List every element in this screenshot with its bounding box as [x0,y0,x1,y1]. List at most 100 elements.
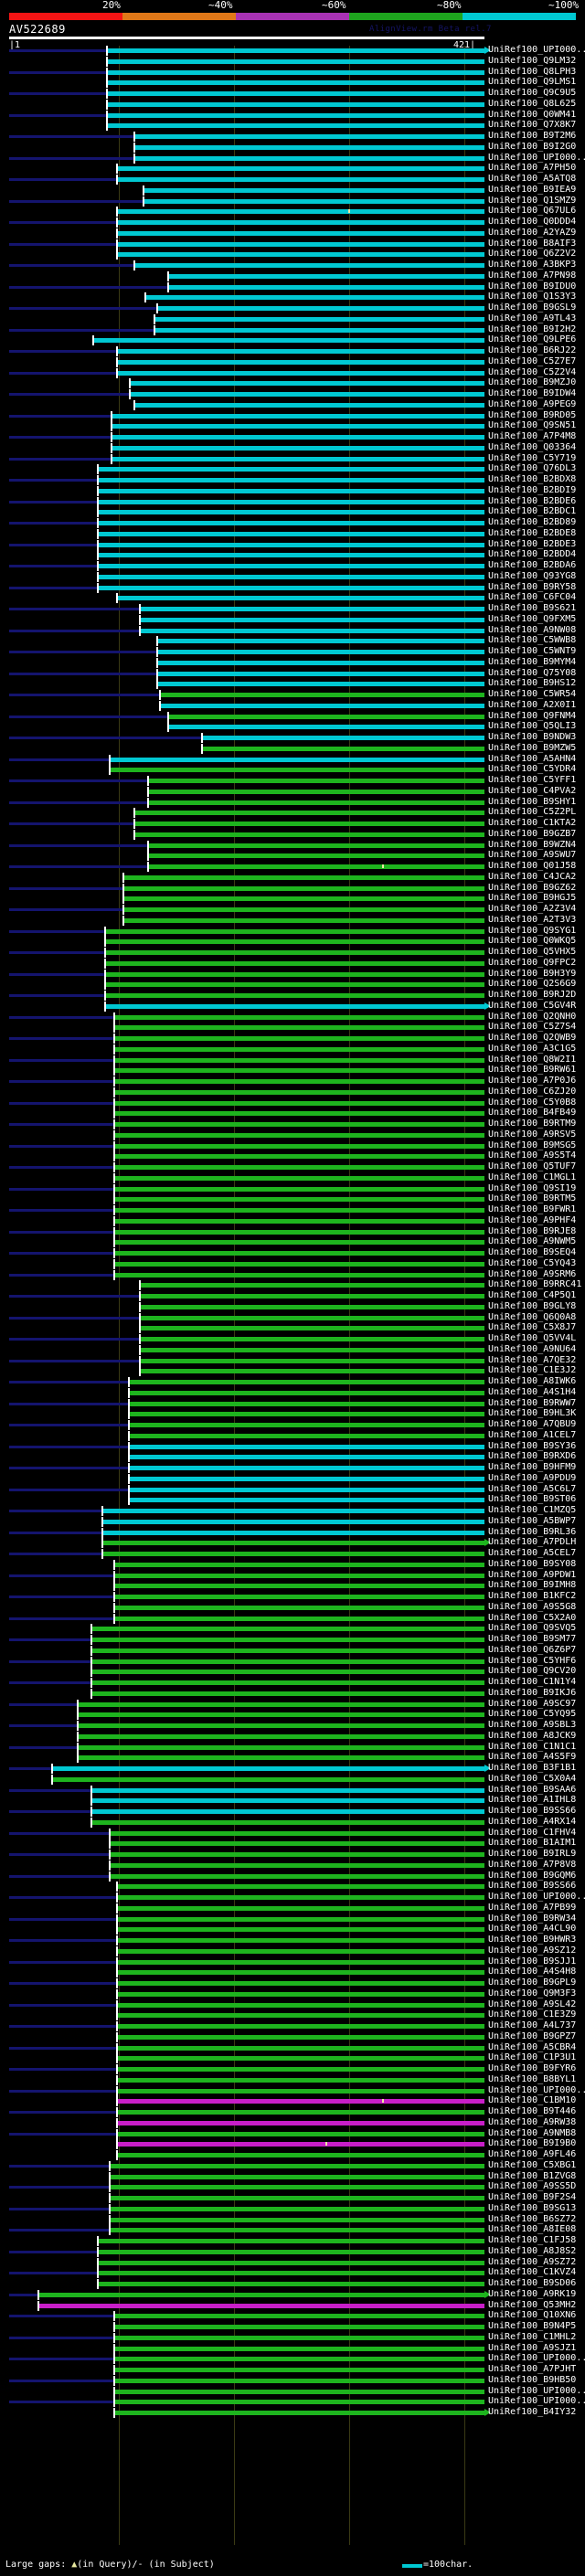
hsp-bar[interactable] [108,101,484,107]
hit-label[interactable]: UniRef100_C5YFF1 [488,775,577,785]
hsp-bar[interactable] [110,757,484,762]
table-row[interactable]: UniRef100_A9RK19 [0,2289,585,2301]
hit-label[interactable]: UniRef100_B2BDA6 [488,560,577,570]
table-row[interactable]: UniRef100_B9HFM9 [0,1462,585,1474]
hit-label[interactable]: UniRef100_C6FC04 [488,592,577,603]
hsp-bar[interactable] [118,2077,484,2083]
hsp-bar[interactable] [129,1498,484,1503]
hit-label[interactable]: UniRef100_A9TL43 [488,313,577,323]
hsp-bar[interactable] [79,1733,484,1739]
table-row[interactable]: UniRef100_A7P0J6 [0,1076,585,1087]
hit-label[interactable]: UniRef100_Q9CV20 [488,1666,577,1677]
hit-label[interactable]: UniRef100_A8IWK6 [488,1376,577,1386]
hsp-bar[interactable] [99,531,484,536]
hsp-bar[interactable] [99,585,484,590]
table-row[interactable]: UniRef100_A4L737 [0,2020,585,2032]
table-row[interactable]: UniRef100_B9SS66 [0,1881,585,1892]
hit-label[interactable]: UniRef100_C5GV4R [488,1000,577,1011]
table-row[interactable]: UniRef100_A7PDLH [0,1537,585,1549]
hit-label[interactable]: UniRef100_A9SWU7 [488,850,577,861]
hit-label[interactable]: UniRef100_A7P4M8 [488,431,577,441]
hit-label[interactable]: UniRef100_C5Z2V4 [488,366,577,377]
hsp-bar[interactable] [168,273,484,279]
hsp-bar[interactable] [91,1787,484,1793]
hsp-bar[interactable] [110,2217,484,2222]
table-row[interactable]: UniRef100_A9SZ12 [0,1945,585,1957]
table-row[interactable]: UniRef100_A8JCK9 [0,1731,585,1743]
table-row[interactable]: UniRef100_B9SS66 [0,1806,585,1818]
table-row[interactable]: UniRef100_B9RJ2D [0,990,585,1002]
hsp-bar[interactable] [103,1519,484,1524]
hsp-bar[interactable] [157,306,484,311]
table-row[interactable]: UniRef100_UPI000.. [0,2353,585,2365]
table-row[interactable]: UniRef100_B9S621 [0,603,585,615]
hit-label[interactable]: UniRef100_C1BM10 [488,2095,577,2106]
hsp-bar[interactable] [129,1455,484,1460]
hit-label[interactable]: UniRef100_C4PVA2 [488,785,577,796]
table-row[interactable]: UniRef100_C5XBG1 [0,2160,585,2172]
hsp-bar[interactable] [118,220,484,225]
table-row[interactable]: UniRef100_UPI000.. [0,152,585,164]
hsp-bar[interactable] [118,2099,484,2104]
table-row[interactable]: UniRef100_A4RX14 [0,1817,585,1829]
table-row[interactable]: UniRef100_B2BDE8 [0,528,585,540]
hit-label[interactable]: UniRef100_B1ZVG8 [488,2170,577,2181]
hit-label[interactable]: UniRef100_Q9FPC2 [488,957,577,968]
hit-label[interactable]: UniRef100_A9PHF4 [488,1214,577,1225]
hsp-bar[interactable] [99,2249,484,2254]
table-row[interactable]: UniRef100_A5AHN4 [0,754,585,766]
hsp-bar[interactable] [110,2206,484,2211]
table-row[interactable]: UniRef100_C5YDR4 [0,764,585,776]
hsp-bar[interactable] [79,1755,484,1761]
table-row[interactable]: UniRef100_C1KVZ4 [0,2267,585,2279]
table-row[interactable]: UniRef100_C1N1Y4 [0,1677,585,1689]
hit-label[interactable]: UniRef100_A8J8S2 [488,2245,577,2256]
table-row[interactable]: UniRef100_A8IWK6 [0,1376,585,1388]
hit-label[interactable]: UniRef100_B9S621 [488,603,577,613]
hit-label[interactable]: UniRef100_B9HWR3 [488,1935,577,1945]
table-row[interactable]: UniRef100_Q2QNH0 [0,1012,585,1023]
table-row[interactable]: UniRef100_B9MYM4 [0,657,585,669]
table-row[interactable]: UniRef100_C1MGL1 [0,1172,585,1184]
table-row[interactable]: UniRef100_A9NWM5 [0,1236,585,1248]
hsp-bar[interactable] [144,198,484,204]
hit-label[interactable]: UniRef100_A9PDU9 [488,1472,577,1483]
table-row[interactable]: UniRef100_A9SRM6 [0,1269,585,1281]
table-row[interactable]: UniRef100_A5CEL7 [0,1548,585,1560]
table-row[interactable]: UniRef100_C6ZJ20 [0,1087,585,1098]
table-row[interactable]: UniRef100_B9T446 [0,2106,585,2118]
table-row[interactable]: UniRef100_Q0WKQ5 [0,936,585,948]
hit-label[interactable]: UniRef100_UPI000.. [488,45,585,55]
hsp-bar[interactable] [202,736,484,740]
hsp-bar[interactable] [114,1218,484,1224]
table-row[interactable]: UniRef100_A5C6L7 [0,1484,585,1496]
table-row[interactable]: UniRef100_B9IDW4 [0,388,585,400]
table-row[interactable]: UniRef100_Q2QWB9 [0,1033,585,1044]
table-row[interactable]: UniRef100_Q93YG8 [0,571,585,583]
hsp-bar[interactable] [141,607,484,611]
table-row[interactable]: UniRef100_B9MZW5 [0,743,585,755]
hit-label[interactable]: UniRef100_A1CEL7 [488,1429,577,1440]
hit-label[interactable]: UniRef100_B9HS12 [488,678,577,689]
table-row[interactable]: UniRef100_Q67UL6 [0,206,585,217]
hit-label[interactable]: UniRef100_C4P5Q1 [488,1290,577,1300]
hit-label[interactable]: UniRef100_B9FYR6 [488,2063,577,2073]
hsp-bar[interactable] [114,1100,484,1106]
hsp-bar[interactable] [141,1326,484,1331]
hsp-bar[interactable] [114,1089,484,1095]
hsp-bar[interactable] [118,1981,484,1986]
table-row[interactable]: UniRef100_Q1S3Y3 [0,292,585,303]
hit-label[interactable]: UniRef100_Q2QNH0 [488,1011,577,1022]
hit-label[interactable]: UniRef100_A9PDW1 [488,1569,577,1580]
hsp-bar[interactable] [118,1991,484,1997]
hsp-bar[interactable] [118,2045,484,2051]
hit-label[interactable]: UniRef100_C1KVZ4 [488,2267,577,2278]
table-row[interactable]: UniRef100_C5X0A4 [0,1774,585,1786]
table-row[interactable]: UniRef100_B9T2M6 [0,131,585,143]
hit-label[interactable]: UniRef100_Q5VV4L [488,1333,577,1343]
table-row[interactable]: UniRef100_A9SS5D [0,2181,585,2193]
hit-label[interactable]: UniRef100_UPI000.. [488,152,585,163]
hit-label[interactable]: UniRef100_B9MZJ0 [488,377,577,388]
hit-label[interactable]: UniRef100_C5Y0B8 [488,1097,577,1108]
table-row[interactable]: UniRef100_Q9C9U5 [0,88,585,100]
